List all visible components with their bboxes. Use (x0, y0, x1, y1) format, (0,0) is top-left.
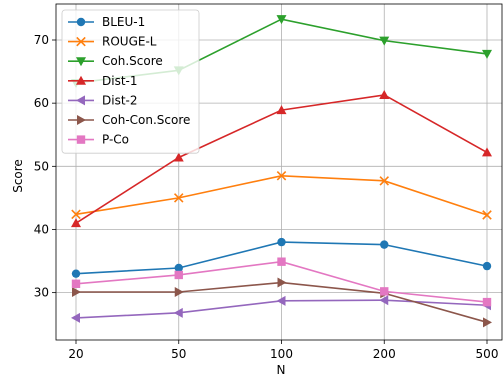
legend-item: Coh.Score (68, 54, 163, 68)
series-coh-con-score (72, 277, 492, 328)
data-point (277, 277, 287, 288)
data-point (379, 36, 390, 46)
legend-item: ROUGE-L (68, 35, 157, 49)
data-point (482, 147, 492, 157)
x-axis-label: N (277, 363, 286, 377)
y-tick-label: 30 (34, 286, 49, 300)
legend-item: Coh-Con.Score (68, 113, 190, 127)
data-point (276, 171, 287, 181)
x-tick-label: 100 (270, 347, 293, 361)
series-dist-1 (71, 89, 492, 228)
data-point (482, 210, 492, 220)
data-point (174, 287, 184, 297)
y-tick-label: 50 (34, 159, 49, 173)
legend-marker (76, 95, 85, 106)
data-point (71, 312, 80, 323)
legend-marker (77, 115, 86, 125)
data-point (379, 295, 389, 306)
data-point (277, 257, 286, 266)
data-point (173, 193, 184, 203)
data-point (173, 307, 183, 318)
y-tick-label: 40 (34, 222, 49, 236)
legend-marker (76, 135, 86, 144)
x-tick-label: 500 (476, 347, 499, 361)
data-point (379, 89, 390, 99)
series-p-co (71, 257, 492, 307)
x-tick-label: 20 (68, 347, 83, 361)
data-point (276, 105, 287, 115)
x-tick-label: 50 (171, 347, 186, 361)
data-point (174, 263, 183, 273)
data-point (380, 240, 389, 249)
data-point (71, 279, 81, 288)
data-point (173, 152, 184, 162)
legend-marker (76, 75, 86, 85)
data-point (379, 176, 390, 186)
y-axis-label: Score (11, 159, 25, 193)
legend-item: Dist-1 (68, 74, 138, 88)
axes: 20 50 100 200 500 30 40 50 60 70 (34, 3, 503, 361)
y-tick-label: 60 (34, 96, 49, 110)
legend-item: BLEU-1 (68, 15, 145, 29)
legend-label: Dist-2 (102, 93, 138, 107)
data-point (71, 218, 81, 228)
data-point (174, 270, 183, 280)
legend-box (61, 9, 200, 154)
data-point (276, 295, 286, 306)
data-point (276, 15, 287, 25)
data-point (277, 237, 286, 247)
legend-label: Dist-1 (102, 74, 138, 88)
data-point (380, 287, 389, 296)
x-tick-label: 200 (373, 347, 396, 361)
legend-marker (76, 36, 86, 47)
data-point (482, 297, 492, 307)
legend-label: ROUGE-L (102, 35, 157, 49)
data-point (482, 49, 492, 59)
series-rouge-l (71, 171, 492, 220)
legend-marker (76, 57, 86, 67)
series-dist-2 (71, 295, 491, 323)
legend-label: Coh.Score (102, 54, 163, 68)
data-point (72, 287, 81, 297)
y-tick-label: 70 (34, 33, 49, 47)
legend: BLEU-1 ROUGE-L Coh.Score Dist-1 Dist-2 Coh-Co… (61, 9, 200, 154)
data-point (483, 317, 492, 328)
legend-label: Coh-Con.Score (102, 113, 190, 127)
legend-marker (76, 17, 86, 27)
legend-item: Dist-2 (68, 93, 138, 107)
legend-label: BLEU-1 (102, 15, 145, 29)
data-point (482, 261, 492, 271)
data-point (71, 209, 81, 220)
plot-frame (55, 3, 503, 341)
legend-item: P-Co (68, 133, 129, 147)
legend-label: P-Co (102, 133, 129, 147)
series-bleu-1 (71, 237, 492, 278)
data-point (71, 269, 81, 278)
